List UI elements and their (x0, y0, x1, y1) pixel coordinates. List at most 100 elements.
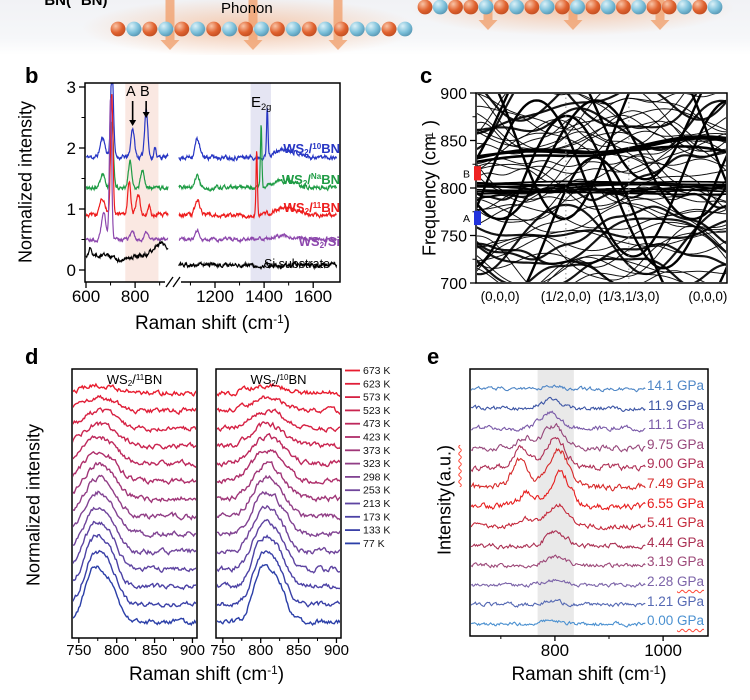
nitrogen-atom-icon (677, 0, 692, 15)
temperature-curve-523K (73, 421, 196, 450)
boron-atom-icon (661, 0, 677, 15)
temperature-curve-298K (217, 490, 340, 538)
panel-letter-d: d (25, 344, 39, 369)
text-segment: 2 (319, 240, 325, 250)
pressure-value: 7.49 (646, 476, 677, 491)
temperature-curve-77K (73, 565, 196, 627)
series-label-ws2-11bn: WS2/11BN (284, 200, 340, 216)
boron-atom-icon (142, 21, 158, 37)
text-segment: Na (310, 172, 322, 182)
legend-label: 673 K (363, 365, 390, 377)
temperature-curve-573K (217, 408, 340, 433)
nitrogen-atom-icon (349, 21, 365, 37)
text-segment: BN (321, 171, 340, 187)
text-segment: 2 (127, 379, 133, 389)
x-tick-label: 800 (248, 642, 273, 659)
y-tick-label: 3 (67, 78, 76, 97)
text-segment: -1 (273, 312, 284, 326)
text-segment: Raman shift (cm (134, 313, 274, 334)
temperature-curve-323K (217, 474, 340, 521)
pressure-label-1.21: 1.21 GPa (647, 594, 704, 609)
text-segment: (a.u.) (434, 445, 455, 488)
temperature-curve-473K (73, 435, 196, 469)
boron-atom-icon (333, 21, 349, 37)
legend-label: 323 K (363, 458, 390, 470)
panel-letter-c: c (420, 63, 433, 88)
temperature-curve-373K (217, 461, 340, 503)
temperature-curve-133K (73, 549, 196, 608)
pressure-curve-9.75 (471, 422, 646, 453)
y-tick-label: 2 (67, 139, 76, 158)
boron-atom-icon (463, 0, 479, 15)
panel-a-fragment: 10BN(11BN) Phonon (0, 0, 750, 55)
temperature-curve-213K (217, 518, 340, 574)
temperature-curve-673K (73, 382, 196, 397)
phonon-bands (477, 94, 726, 282)
k-path-label: (0,0,0) (481, 289, 520, 304)
plot-frame (469, 368, 709, 637)
temperature-curve-573K (73, 407, 196, 434)
phonon-arrow-icon (243, 0, 263, 50)
text-segment: 10 (312, 141, 322, 151)
text-segment: / (275, 372, 280, 387)
boron-atom-icon (554, 0, 570, 15)
pressure-label-6.55: 6.55 GPa (647, 496, 704, 511)
legend-label: 173 K (363, 511, 390, 523)
boron-atom-icon (646, 0, 662, 15)
pressure-unit: GPa (676, 495, 704, 511)
series-label-ws2-10bn: WS2/10BN (283, 141, 340, 157)
panel-letter-e: e (427, 344, 440, 369)
legend-label: 373 K (363, 445, 390, 457)
x-tick-label: 800 (104, 642, 129, 659)
temperature-curve-423K (73, 451, 196, 486)
mode-a-annotation: A (126, 84, 136, 100)
x-tick-label: 1000 (644, 641, 682, 660)
pressure-unit: GPa (676, 574, 704, 589)
panel-c-y-axis-title: Frequency (cm -1) (418, 88, 442, 288)
text-segment: BN (144, 372, 163, 387)
pressure-value: 11.1 (647, 417, 677, 433)
text-segment: ) (419, 120, 440, 127)
series-label-si-substrate: Si substrate (264, 257, 330, 271)
pressure-curve-1.21 (471, 598, 646, 608)
text-segment: WS (298, 233, 320, 249)
text-segment: Raman shift (cm (128, 664, 268, 685)
legend-label: 298 K (363, 471, 390, 483)
panel-letter-b: b (25, 63, 39, 88)
pressure-label-2.28: 2.28 GPa (647, 574, 704, 589)
text-segment: WS (283, 141, 305, 157)
nitrogen-atom-icon (570, 0, 586, 15)
pressure-curve-7.49 (471, 447, 646, 492)
temperature-curve-213K (73, 520, 196, 574)
text-segment: 11 (135, 372, 145, 382)
plot-frame (215, 368, 342, 639)
nitrogen-atom-icon (285, 21, 301, 37)
legend-label: 253 K (363, 485, 390, 497)
nitrogen-atom-icon (600, 0, 616, 15)
boron-atom-icon (493, 0, 509, 15)
pressure-label-4.44: 4.44 GPa (647, 535, 704, 550)
pressure-label-3.19: 3.19 GPa (647, 554, 704, 569)
text-segment: 11 (312, 200, 322, 210)
pressure-label-14.1: 14.1 GPa (647, 378, 704, 393)
x-tick-label: 1400 (245, 287, 283, 306)
temperature-curve-298K (73, 490, 196, 539)
annotation-arrowhead-icon (129, 120, 137, 126)
text-segment: Intensity (434, 487, 455, 555)
x-tick-label: 850 (142, 642, 167, 659)
axis-break-mark (172, 276, 181, 288)
legend-label: 623 K (363, 378, 390, 390)
shaded-band (537, 370, 574, 635)
k-path-label: (1/2,0,0) (541, 289, 591, 304)
y-tick-label: 1 (67, 200, 76, 219)
pressure-unit: GPa (676, 534, 704, 550)
x-tick-label: 1600 (294, 287, 332, 306)
temperature-curve-373K (73, 461, 196, 504)
pressure-label-0.00: 0.00 GPa (647, 613, 704, 628)
panel-d-left-title: WS2/11BN (72, 372, 197, 389)
mode-marker-a (474, 210, 481, 226)
temperature-curve-77K (217, 563, 340, 626)
axis-break-mark (165, 276, 174, 288)
panel-c-phonon-dispersion-chart: 700 750 800 850 900 (0,0,0) (1/2,0,0) (1/3,1/3,… (440, 86, 728, 304)
text-segment: -1 (267, 663, 278, 677)
